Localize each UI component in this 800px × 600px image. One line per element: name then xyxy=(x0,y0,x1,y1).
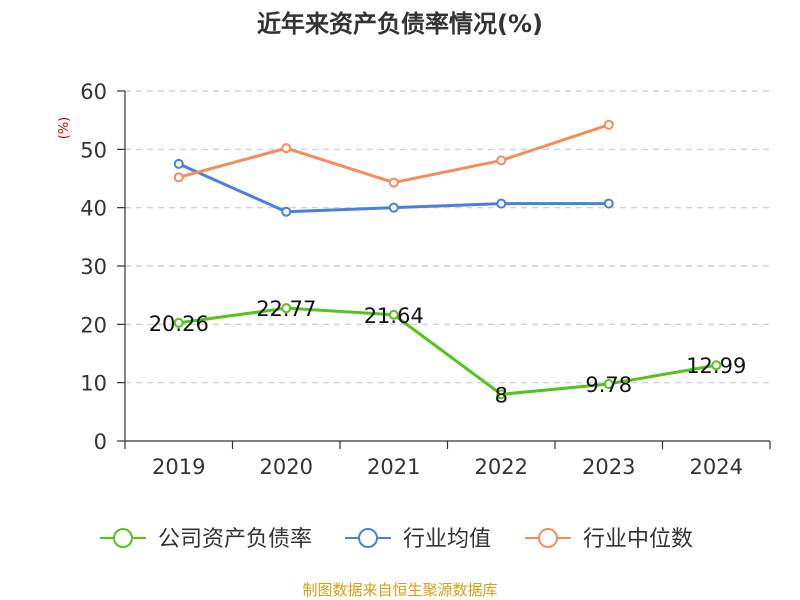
y-tick-label: 20 xyxy=(80,313,107,337)
data-point xyxy=(281,303,292,314)
x-tick-label: 2023 xyxy=(582,455,635,479)
legend-label: 行业均值 xyxy=(403,527,491,552)
legend-marker xyxy=(538,528,558,548)
data-point xyxy=(173,158,184,169)
series-line xyxy=(178,306,717,396)
data-point xyxy=(603,119,614,130)
data-point xyxy=(603,378,614,389)
x-tick-label: 2022 xyxy=(475,455,528,479)
data-point xyxy=(281,143,292,154)
source-text: 制图数据来自恒生聚源数据库 xyxy=(302,581,497,599)
data-point xyxy=(388,202,399,213)
data-point xyxy=(711,360,722,371)
y-tick-label: 50 xyxy=(80,138,107,162)
legend-label: 公司资产负债率 xyxy=(158,527,312,552)
x-tick-label: 2019 xyxy=(152,455,205,479)
data-point xyxy=(281,206,292,217)
y-tick-label: 40 xyxy=(80,197,107,221)
x-tick-label: 2024 xyxy=(690,455,743,479)
legend-label: 行业中位数 xyxy=(583,527,693,552)
data-point xyxy=(388,309,399,320)
data-label: 21.64 xyxy=(364,304,424,328)
data-label-layer: 20.26 22.77 21.64 8 9.78 12.99 xyxy=(149,297,747,407)
data-point xyxy=(173,172,184,183)
series-layer xyxy=(173,119,722,400)
data-point xyxy=(603,198,614,209)
legend-marker xyxy=(358,528,378,548)
y-tick-label: 60 xyxy=(80,80,107,104)
data-label: 8 xyxy=(495,383,508,407)
y-axis-label: (%) xyxy=(57,117,72,140)
data-point xyxy=(496,389,507,400)
data-point xyxy=(173,317,184,328)
y-tick-label: 0 xyxy=(94,430,107,454)
axis-layer: 0 10 20 30 40 50 60 2019 2020 2021 2022 2023 2024 xyxy=(80,80,771,479)
series-line xyxy=(178,123,610,185)
legend: 公司资产负债率 行业均值 行业中位数 xyxy=(100,527,693,552)
legend-marker xyxy=(113,528,133,548)
x-tick-label: 2020 xyxy=(260,455,313,479)
grid-layer xyxy=(125,90,770,384)
data-point xyxy=(496,198,507,209)
data-point xyxy=(496,155,507,166)
data-label: 20.26 xyxy=(149,312,209,336)
y-tick-label: 30 xyxy=(80,255,107,279)
y-tick-label: 10 xyxy=(80,372,107,396)
data-point xyxy=(388,177,399,188)
data-label: 9.78 xyxy=(585,373,632,397)
data-label: 22.77 xyxy=(256,297,316,321)
chart-title: 近年来资产负债率情况(%) xyxy=(257,10,543,38)
x-tick-label: 2021 xyxy=(367,455,420,479)
data-label: 12.99 xyxy=(686,354,746,378)
